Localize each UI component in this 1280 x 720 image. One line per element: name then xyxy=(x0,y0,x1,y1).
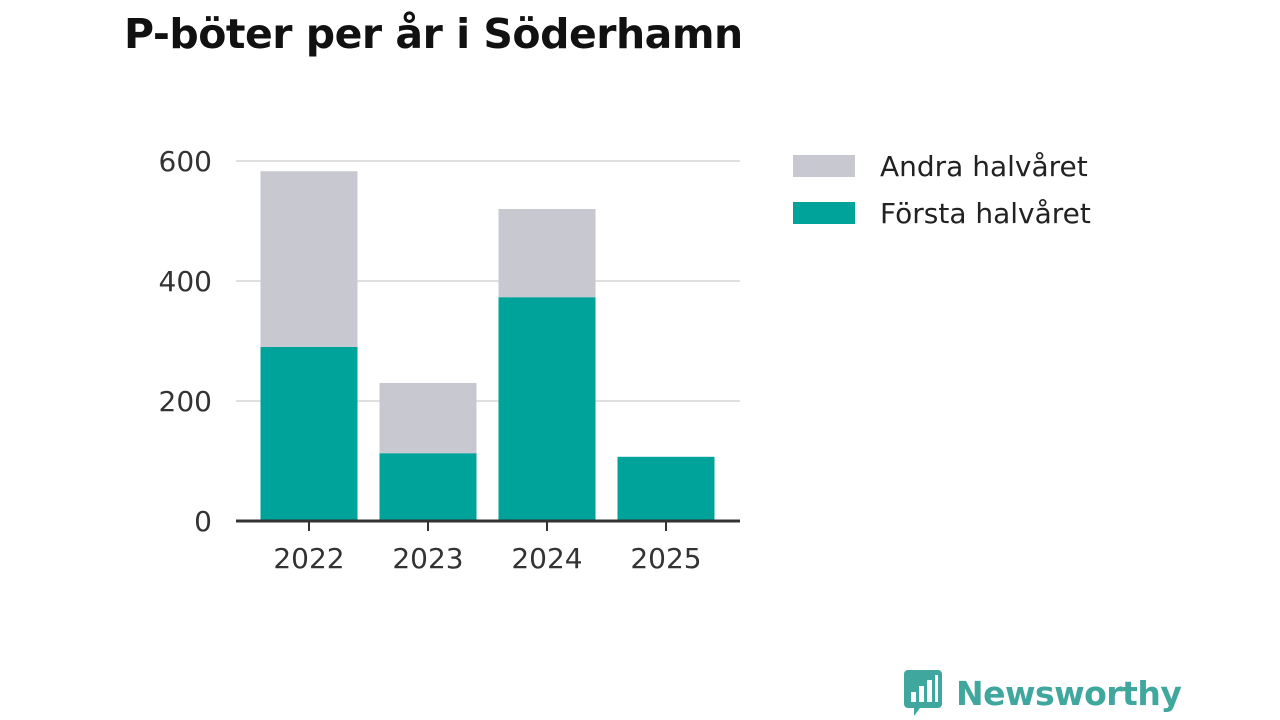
legend-swatch-andra-halvaret xyxy=(793,155,855,177)
x-tick-label-2022: 2022 xyxy=(273,542,344,575)
bar-2025-forsta-halvaret xyxy=(617,456,715,521)
bar-chart-speech-bubble-icon xyxy=(904,670,942,716)
y-tick-label-0: 0 xyxy=(194,505,212,538)
y-tick-label-600: 600 xyxy=(159,145,212,178)
bar-2022-andra-halvaret xyxy=(260,171,358,347)
y-tick-label-200: 200 xyxy=(159,385,212,418)
bar-2023-andra-halvaret xyxy=(379,383,477,454)
chart-title: P-böter per år i Söderhamn xyxy=(124,10,743,58)
bar-2024-forsta-halvaret xyxy=(498,297,596,521)
x-tick-label-2023: 2023 xyxy=(392,542,463,575)
axes: 0 200 400 600 2022 2023 2024 2025 xyxy=(159,145,740,575)
x-tick-label-2025: 2025 xyxy=(630,542,701,575)
newsworthy-logo: Newsworthy xyxy=(902,668,1182,718)
brand-name: Newsworthy xyxy=(956,673,1182,713)
legend-swatch-forsta-halvaret xyxy=(793,202,855,224)
bar-2022-forsta-halvaret xyxy=(260,347,358,521)
x-tick-label-2024: 2024 xyxy=(511,542,582,575)
legend-label-andra-halvaret: Andra halvåret xyxy=(880,150,1088,183)
legend-label-forsta-halvaret: Första halvåret xyxy=(880,197,1091,230)
bar-2024-andra-halvaret xyxy=(498,209,596,298)
y-tick-label-400: 400 xyxy=(159,265,212,298)
bar-2023-forsta-halvaret xyxy=(379,453,477,521)
bars xyxy=(260,171,715,521)
legend: Andra halvåret Första halvåret xyxy=(793,150,1091,230)
